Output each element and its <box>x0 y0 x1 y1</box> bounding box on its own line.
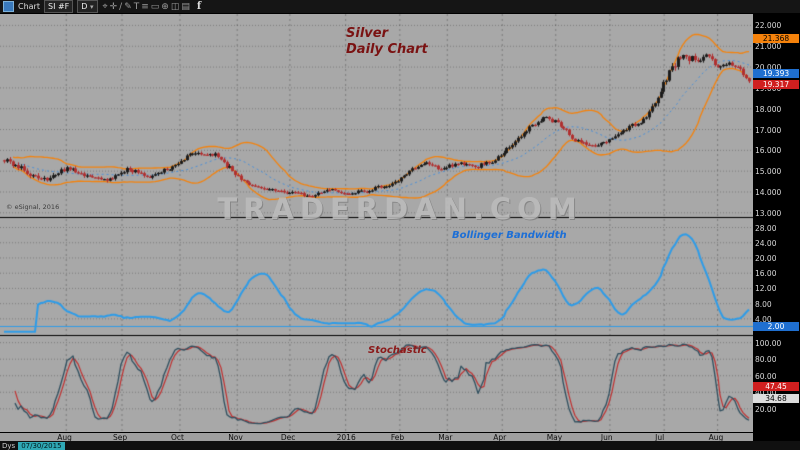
text-tool-icon[interactable]: T <box>133 1 140 12</box>
time-axis-label: Sep <box>112 433 128 442</box>
pointer-tool-icon[interactable]: ⌖ <box>102 1 108 12</box>
camera-icon[interactable]: ◫ <box>170 1 180 12</box>
fibonacci-tool-icon[interactable]: ≡ <box>141 1 149 12</box>
price-axis[interactable]: 22.00021.00020.00019.00018.00017.00016.0… <box>753 14 800 450</box>
axis-tick-label: 22.000 <box>755 21 782 31</box>
pencil-tool-icon[interactable]: ✎ <box>124 1 132 12</box>
price-badge: 2.00 <box>753 321 799 331</box>
time-axis-label: Mar <box>438 433 453 442</box>
window-title: Chart <box>18 2 40 11</box>
axis-tick-label: 12.00 <box>755 284 777 294</box>
time-axis-label: Feb <box>390 433 405 442</box>
facebook-icon[interactable]: f <box>196 1 202 12</box>
price-badge: 47.45 <box>753 381 799 391</box>
chevron-down-icon: ▾ <box>90 3 94 11</box>
axis-tick-label: 16.00 <box>755 269 777 279</box>
trendline-tool-icon[interactable]: ∕ <box>119 1 123 12</box>
axis-tick-label: 100.00 <box>755 338 782 348</box>
interval-selector[interactable]: D ▾ <box>77 0 98 13</box>
interval-value: D <box>81 2 88 11</box>
axis-tick-label: 13.000 <box>755 208 782 218</box>
zoom-tool-icon[interactable]: ⊕ <box>161 1 169 12</box>
toolbar: Chart SI #F D ▾ ⌖ ✛ ∕ ✎ T ≡ ▭ ⊕ ◫ ▤ f <box>0 0 800 14</box>
axis-tick-label: 20.00 <box>755 253 777 263</box>
axis-tick-label: 8.00 <box>755 299 772 309</box>
time-axis-label: 2016 <box>336 433 356 442</box>
time-axis-label: Apr <box>493 433 507 442</box>
time-axis[interactable]: Aug Sep Oct Nov Dec 2016 Feb Mar Apr May Jun Jul Aug <box>0 432 753 442</box>
axis-tick-label: 18.000 <box>755 104 782 114</box>
time-axis-label: Jun <box>600 433 613 442</box>
time-axis-label: Aug <box>57 433 72 442</box>
date-field[interactable]: 07/30/2015 <box>18 441 65 450</box>
axis-tick-label: 14.000 <box>755 187 782 197</box>
axis-tick-label: 24.00 <box>755 238 777 248</box>
axis-tick-label: 17.000 <box>755 125 782 135</box>
axis-tick-label: 80.00 <box>755 355 777 365</box>
toolbar-icons: ⌖ ✛ ∕ ✎ T ≡ ▭ ⊕ ◫ ▤ <box>102 1 191 13</box>
interval-mode-label: Dys <box>2 441 16 450</box>
axis-tick-label: 60.00 <box>755 371 777 381</box>
axis-tick-label: 40.00 <box>755 388 777 398</box>
symbol-input[interactable]: SI #F <box>43 0 74 13</box>
watermark: TRADERDAN.COM <box>217 192 583 226</box>
axis-tick-label: 20.000 <box>755 63 782 73</box>
bandwidth-label: Bollinger Bandwidth <box>452 230 567 241</box>
status-bar: Dys 07/30/2015 <box>0 441 800 450</box>
axis-tick-label: 21.000 <box>755 42 782 52</box>
time-axis-label: Nov <box>228 433 243 442</box>
time-axis-label: Jul <box>655 433 665 442</box>
time-axis-label: Oct <box>170 433 184 442</box>
crosshair-tool-icon[interactable]: ✛ <box>109 1 118 12</box>
price-badge: 19.393 <box>753 69 799 79</box>
price-badge: 34.68 <box>753 394 799 404</box>
stochastic-label: Stochastic <box>368 345 427 356</box>
rectangle-tool-icon[interactable]: ▭ <box>150 1 160 12</box>
copyright-label: © eSignal, 2016 <box>6 203 60 211</box>
axis-tick-label: 28.00 <box>755 223 777 233</box>
axis-tick-label: 20.00 <box>755 404 777 414</box>
price-badge: 21.368 <box>753 34 799 44</box>
axis-tick-label: 4.00 <box>755 314 772 324</box>
chart-title-line1: Silver <box>346 26 388 41</box>
time-axis-label: Aug <box>708 433 724 442</box>
chart-window-icon <box>3 1 14 12</box>
axis-tick-label: 15.000 <box>755 167 782 177</box>
chart-title-annotation: Silver Daily Chart <box>346 26 428 58</box>
time-axis-label: May <box>546 433 563 442</box>
price-badge: 19.317 <box>753 79 799 89</box>
time-axis-label: Dec <box>280 433 296 442</box>
axis-tick-label: 16.000 <box>755 146 782 156</box>
chart-title-line2: Daily Chart <box>346 42 428 57</box>
chart-canvas[interactable] <box>0 14 753 432</box>
grid-settings-icon[interactable]: ▤ <box>181 1 190 12</box>
